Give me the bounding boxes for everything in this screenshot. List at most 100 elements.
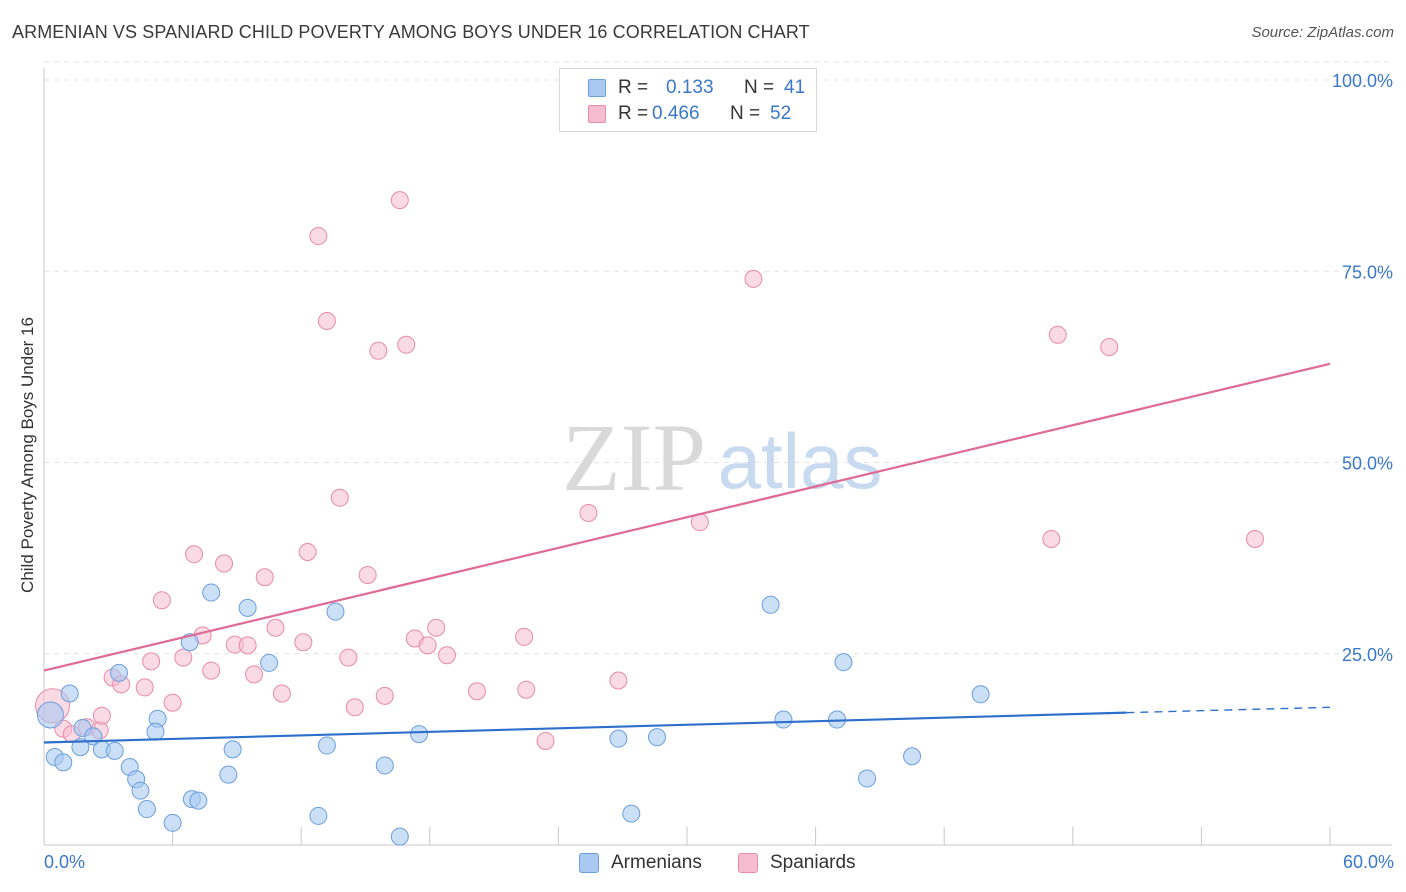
armenians-point bbox=[774, 710, 793, 729]
spaniards-point bbox=[1048, 325, 1067, 344]
armenians-point bbox=[137, 800, 156, 819]
legend-row-spaniards: R = 0.466 N = 52 bbox=[588, 101, 791, 127]
armenians-point bbox=[238, 598, 257, 617]
spaniards-point bbox=[609, 671, 628, 690]
spaniards-point bbox=[272, 684, 291, 703]
spaniards-point bbox=[1245, 530, 1264, 548]
spaniards-point bbox=[375, 686, 394, 705]
armenians-point bbox=[131, 781, 150, 800]
armenians-point bbox=[219, 765, 238, 784]
armenians-trend-line bbox=[43, 711, 1127, 744]
armenians-point bbox=[317, 736, 336, 755]
armenians-point bbox=[647, 728, 666, 747]
armenians-point bbox=[202, 583, 221, 602]
armenians-point bbox=[223, 740, 242, 759]
spaniards-point bbox=[142, 652, 161, 671]
spaniards-point bbox=[174, 648, 193, 667]
spaniards-point bbox=[339, 648, 358, 667]
y-tick-label: 75.0% bbox=[1342, 262, 1393, 282]
legend-n-value: 52 bbox=[770, 103, 792, 124]
y-axis-label: Child Poverty Among Boys Under 16 bbox=[18, 317, 37, 593]
series-armenians-points bbox=[36, 583, 990, 846]
watermark: ZIP atlas bbox=[562, 404, 882, 511]
spaniards-point bbox=[579, 503, 598, 522]
legend-item-armenians[interactable]: Armenians bbox=[579, 852, 702, 874]
spaniards-point bbox=[467, 682, 486, 701]
armenians-point bbox=[36, 701, 64, 729]
spaniards-point bbox=[1100, 337, 1119, 356]
armenians-point bbox=[410, 725, 429, 744]
armenians-point bbox=[60, 684, 79, 703]
armenians-point bbox=[858, 769, 877, 788]
armenians-point bbox=[146, 722, 165, 741]
legend-n-label: N = bbox=[744, 77, 775, 98]
chart-title: ARMENIAN VS SPANIARD CHILD POVERTY AMONG… bbox=[12, 22, 810, 42]
armenians-point bbox=[260, 653, 279, 672]
armenians-point bbox=[375, 756, 394, 775]
armenians-point bbox=[163, 813, 182, 832]
spaniards-point bbox=[369, 341, 388, 360]
spaniards-point bbox=[390, 191, 409, 210]
watermark-atlas: atlas bbox=[718, 417, 883, 505]
armenians-point bbox=[189, 791, 208, 810]
spaniards-point bbox=[152, 591, 171, 610]
armenians-point bbox=[326, 602, 345, 621]
trend-lines bbox=[43, 362, 1331, 744]
spaniards-point bbox=[238, 636, 257, 655]
spaniards-point bbox=[437, 646, 456, 665]
legend-label-spaniards: Spaniards bbox=[770, 852, 856, 873]
spaniards-point bbox=[298, 543, 317, 562]
armenians-point bbox=[309, 806, 328, 825]
legend-swatch-spaniards bbox=[738, 853, 758, 873]
series-legend: Armenians Spaniards bbox=[0, 852, 1406, 878]
spaniards-point bbox=[345, 698, 364, 717]
spaniards-point bbox=[92, 706, 111, 725]
spaniards-point bbox=[163, 693, 182, 712]
legend-label-armenians: Armenians bbox=[611, 852, 702, 873]
armenians-point bbox=[903, 747, 922, 766]
legend-n-value: 41 bbox=[784, 77, 806, 98]
spaniards-point bbox=[185, 545, 204, 564]
legend-r-label: R = bbox=[618, 103, 649, 124]
armenians-point bbox=[54, 753, 73, 772]
spaniards-point bbox=[266, 618, 285, 637]
legend-r-value: 0.466 bbox=[652, 103, 700, 124]
y-tick-labels: 25.0% 50.0% 75.0% 100.0% bbox=[1332, 71, 1393, 665]
spaniards-point bbox=[358, 565, 377, 584]
spaniards-point bbox=[294, 633, 313, 652]
spaniards-point bbox=[245, 665, 264, 684]
spaniards-point bbox=[1042, 530, 1061, 548]
legend-swatch-armenians bbox=[588, 79, 606, 97]
stats-legend: R = 0.133 N = 41 R = 0.466 N = 52 bbox=[559, 68, 817, 132]
legend-swatch-spaniards bbox=[588, 105, 606, 123]
spaniards-point bbox=[536, 731, 555, 750]
spaniards-point bbox=[397, 335, 416, 354]
spaniards-point bbox=[330, 488, 349, 507]
armenians-point bbox=[105, 741, 124, 760]
legend-row-armenians: R = 0.133 N = 41 bbox=[588, 75, 805, 101]
x-tick-label-max: 60.0% bbox=[1342, 852, 1394, 872]
armenians-point bbox=[110, 663, 129, 682]
source-label: Source: ZipAtlas.com bbox=[1251, 24, 1394, 41]
spaniards-point bbox=[309, 227, 328, 246]
spaniards-trend-line bbox=[43, 362, 1331, 672]
armenians-point bbox=[834, 653, 853, 672]
spaniards-point bbox=[418, 636, 437, 655]
legend-item-spaniards[interactable]: Spaniards bbox=[738, 852, 856, 874]
watermark-zip: ZIP bbox=[562, 404, 706, 511]
spaniards-point bbox=[202, 661, 221, 680]
spaniards-point bbox=[135, 678, 154, 697]
legend-swatch-armenians bbox=[579, 853, 599, 873]
spaniards-point bbox=[517, 680, 536, 699]
x-tick-label-min: 0.0% bbox=[44, 852, 86, 872]
spaniards-point bbox=[215, 554, 234, 573]
armenians-point bbox=[622, 804, 641, 823]
armenians-point bbox=[180, 633, 199, 652]
legend-r-value: 0.133 bbox=[666, 77, 714, 98]
armenians-point bbox=[761, 595, 780, 614]
spaniards-point bbox=[515, 627, 534, 646]
y-tick-label: 100.0% bbox=[1332, 71, 1393, 91]
y-tick-label: 25.0% bbox=[1342, 645, 1393, 665]
spaniards-point bbox=[255, 568, 274, 587]
